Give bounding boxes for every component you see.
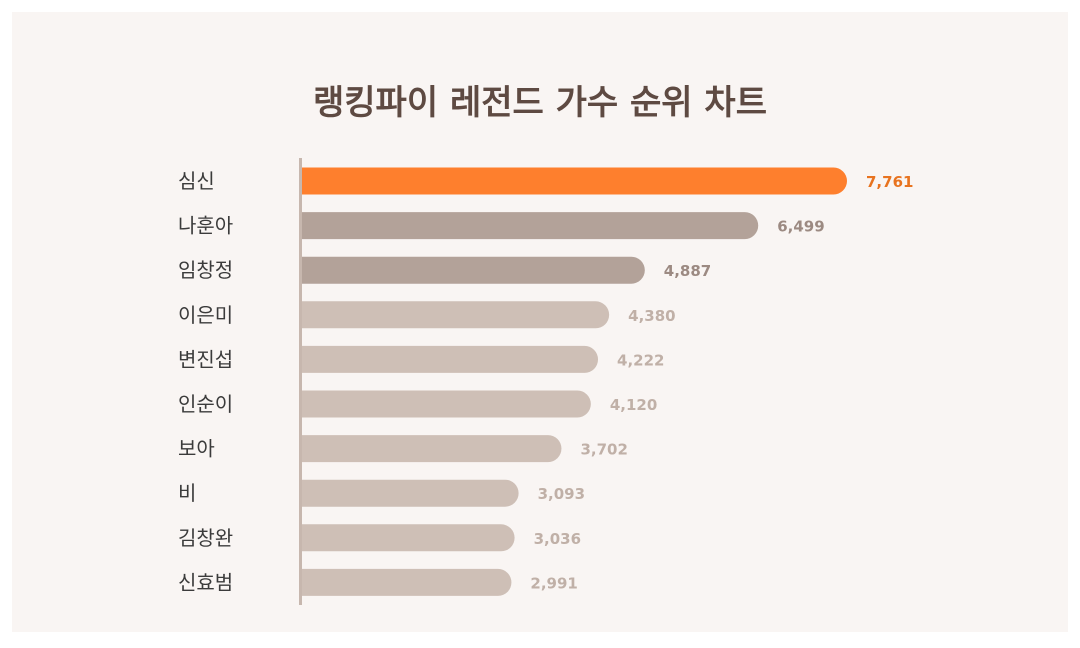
value-label-6: 4,120 <box>610 396 657 414</box>
bar-5 <box>301 345 599 373</box>
value-label-10: 2,991 <box>530 574 577 592</box>
category-label-1: 심신 <box>178 169 215 193</box>
value-label-9: 3,036 <box>534 530 581 548</box>
value-label-7: 3,702 <box>580 441 627 459</box>
y-axis-line <box>299 158 302 605</box>
value-label-5: 4,222 <box>617 351 664 369</box>
category-label-5: 변진섭 <box>178 347 233 371</box>
category-label-4: 이은미 <box>178 303 233 327</box>
category-label-9: 김창완 <box>178 526 233 550</box>
bar-10 <box>301 568 512 596</box>
category-label-6: 인순이 <box>178 392 233 416</box>
value-label-2: 6,499 <box>777 218 824 236</box>
bar-4 <box>301 301 610 329</box>
bar-7 <box>301 435 562 463</box>
value-label-1: 7,761 <box>866 173 913 191</box>
bar-2 <box>301 212 759 240</box>
bar-3 <box>301 256 645 284</box>
bar-9 <box>301 524 515 552</box>
value-label-3: 4,887 <box>664 262 711 280</box>
category-label-10: 신효범 <box>178 570 233 594</box>
bar-8 <box>301 479 519 507</box>
bar-1 <box>301 167 847 195</box>
value-label-8: 3,093 <box>538 485 585 503</box>
category-label-7: 보아 <box>178 437 215 461</box>
value-label-4: 4,380 <box>628 307 675 325</box>
chart-title: 랭킹파이 레전드 가수 순위 차트 <box>313 83 767 123</box>
category-label-8: 비 <box>178 481 196 505</box>
category-label-3: 임창정 <box>178 258 233 282</box>
category-label-2: 나훈아 <box>178 214 233 238</box>
bar-6 <box>301 390 591 418</box>
